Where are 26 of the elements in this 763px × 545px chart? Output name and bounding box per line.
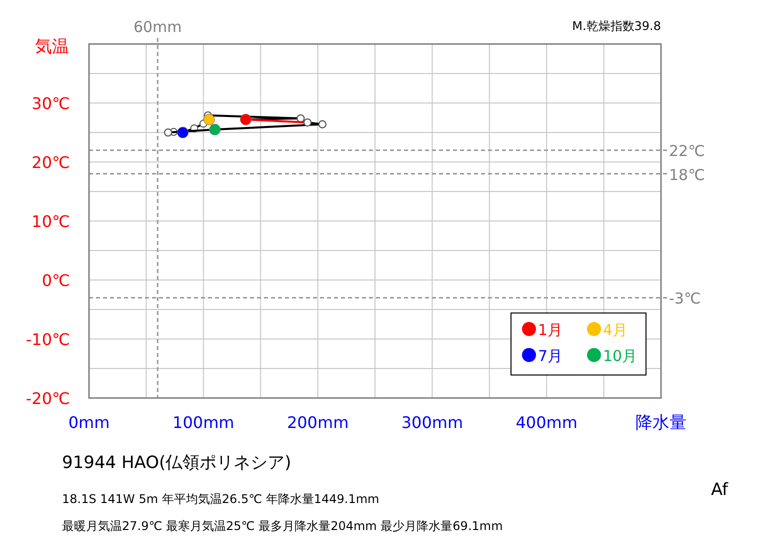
legend-label: 1月	[538, 321, 563, 339]
text: Af	[710, 480, 730, 500]
x-tick-label: 300mm	[401, 413, 464, 432]
ref-line-label: 22℃	[669, 142, 705, 160]
y-tick-label: 0℃	[42, 271, 70, 290]
x-tick-label: 200mm	[286, 413, 349, 432]
y-tick-label: -10℃	[26, 330, 70, 349]
legend-label: 7月	[538, 347, 563, 365]
x-tick-label: 400mm	[516, 413, 578, 432]
ref-line-label: 18℃	[669, 166, 705, 184]
y-tick-label: 30℃	[32, 94, 70, 113]
text: 最暖月気温27.9℃ 最寒月気温25℃ 最多月降水量204mm 最少月降水量69.1mm	[62, 519, 503, 533]
text: 18.1S 141W 5m 年平均気温26.5℃ 年降水量1449.1mm	[62, 492, 380, 506]
x-tick-label: 100mm	[172, 413, 234, 432]
legend-label: 10月	[603, 347, 638, 365]
legend-label: 4月	[603, 321, 628, 339]
y-tick-label: 10℃	[32, 212, 70, 231]
text: M.乾燥指数39.8	[572, 19, 661, 33]
ref-line-label: -3℃	[669, 290, 701, 308]
y-axis-title: 気温	[35, 37, 69, 57]
text: 91944 HAO(仏領ポリネシア)	[62, 453, 292, 473]
y-tick-label: 20℃	[32, 153, 70, 172]
x-axis-title: 降水量	[636, 413, 686, 433]
x-tick-label: 0mm	[68, 413, 110, 432]
y-tick-label: -20℃	[26, 389, 70, 408]
ref-line-label: 60mm	[133, 18, 182, 36]
